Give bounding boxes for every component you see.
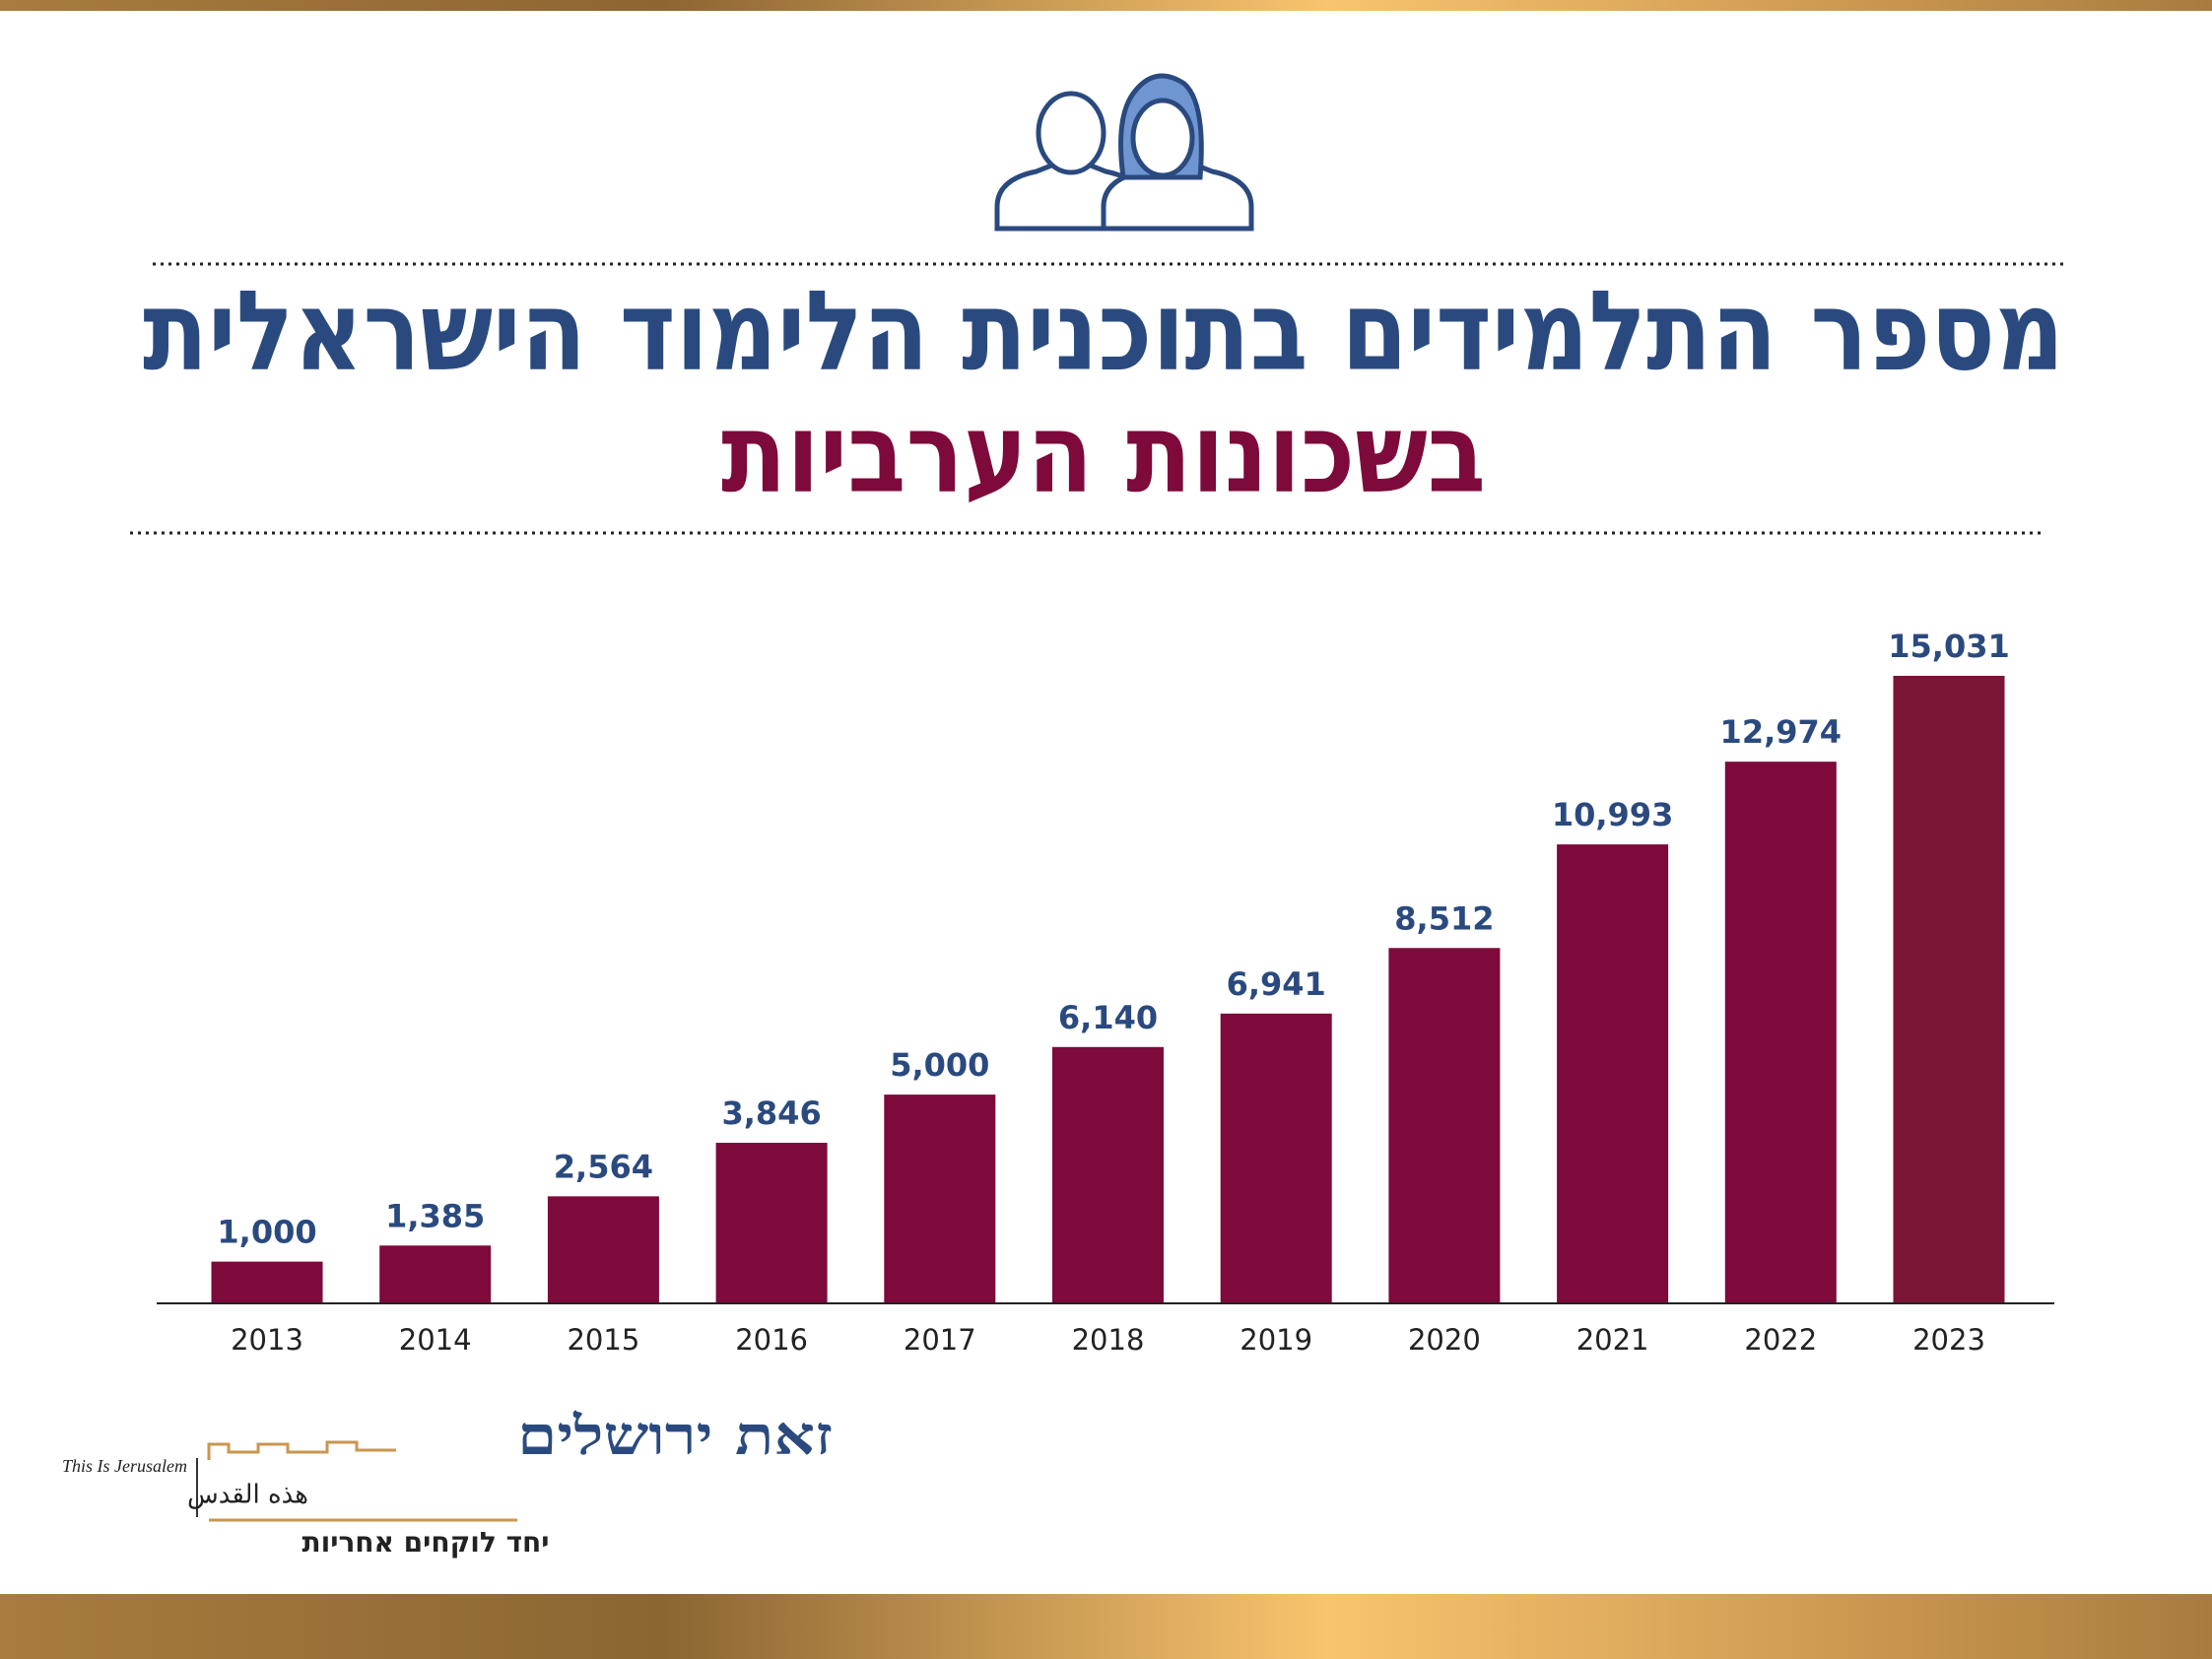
bar xyxy=(884,1095,996,1303)
x-tick-label: 2022 xyxy=(1744,1323,1817,1357)
x-tick-label: 2020 xyxy=(1408,1323,1481,1357)
value-label: 10,993 xyxy=(1552,796,1673,833)
value-label: 1,000 xyxy=(217,1214,316,1251)
bottom-band xyxy=(0,1594,2212,1659)
x-tick-label: 2014 xyxy=(399,1323,472,1357)
plot: 1,000 2013 1,385 2014 2,564 2015 3,846 2016 5,00… xyxy=(211,628,2010,1357)
bar xyxy=(1388,948,1501,1303)
bar xyxy=(1557,844,1669,1303)
bar xyxy=(1724,762,1837,1303)
value-label: 3,846 xyxy=(721,1095,821,1132)
bar xyxy=(1893,676,2005,1303)
value-label: 6,140 xyxy=(1058,999,1158,1036)
logo-name: זאת ירושלים xyxy=(517,1404,833,1467)
value-label: 1,385 xyxy=(385,1197,485,1234)
chart-subtitle: בשכונות הערביות xyxy=(721,390,1486,518)
value-label: 8,512 xyxy=(1394,899,1494,937)
x-tick-label: 2017 xyxy=(904,1323,976,1357)
x-tick-label: 2013 xyxy=(231,1323,303,1357)
x-tick-label: 2016 xyxy=(735,1323,808,1357)
x-tick-label: 2019 xyxy=(1240,1323,1312,1357)
bar xyxy=(1220,1013,1332,1303)
bar xyxy=(547,1196,659,1303)
logo-slogan: יחד לוקחים אחריות xyxy=(302,1526,549,1559)
bar xyxy=(211,1261,323,1303)
bar xyxy=(1052,1046,1164,1303)
top-band xyxy=(0,0,2212,11)
value-label: 5,000 xyxy=(890,1046,989,1084)
value-label: 2,564 xyxy=(554,1148,653,1185)
value-label: 15,031 xyxy=(1888,628,2009,665)
students-icon xyxy=(994,73,1254,232)
value-label: 6,941 xyxy=(1227,965,1326,1003)
bar xyxy=(379,1245,492,1303)
logo: זאת ירושלים This Is Jerusalem هذه القدس … xyxy=(62,1404,833,1559)
x-tick-label: 2023 xyxy=(1912,1323,1985,1357)
x-tick-label: 2021 xyxy=(1576,1323,1649,1357)
value-label: 12,974 xyxy=(1720,713,1842,751)
x-tick-label: 2018 xyxy=(1072,1323,1145,1357)
x-tick-label: 2015 xyxy=(567,1323,639,1357)
bar xyxy=(715,1143,828,1303)
chart-title: מספר התלמידים בתוכנית הלימוד הישראלית xyxy=(143,268,2064,396)
logo-arabic: هذه القدس xyxy=(187,1481,308,1510)
logo-english: This Is Jerusalem xyxy=(62,1456,187,1476)
